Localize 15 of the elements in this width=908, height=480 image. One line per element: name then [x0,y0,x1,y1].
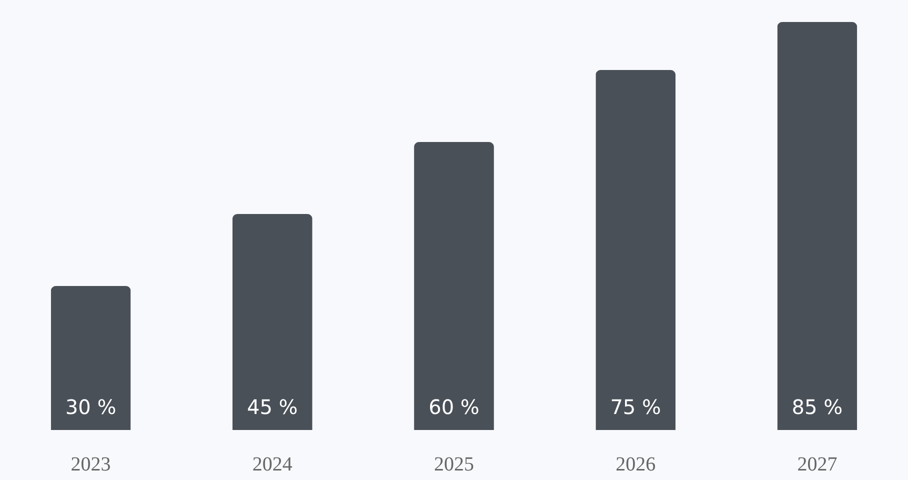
bar [414,142,494,430]
data-label: 60 % [428,395,480,419]
bar [596,70,676,430]
x-tick-label: 2023 [70,454,111,476]
bar [232,214,312,430]
bar [777,22,858,430]
x-tick-label: 2025 [434,454,474,476]
x-tick-label: 2026 [616,454,656,476]
x-tick-label: 2027 [797,454,838,476]
data-label: 85 % [792,395,843,419]
x-tick-label: 2024 [252,454,292,476]
bar [50,286,131,430]
data-label: 45 % [246,395,298,419]
data-label: 30 % [65,395,116,419]
data-label: 75 % [610,395,662,419]
